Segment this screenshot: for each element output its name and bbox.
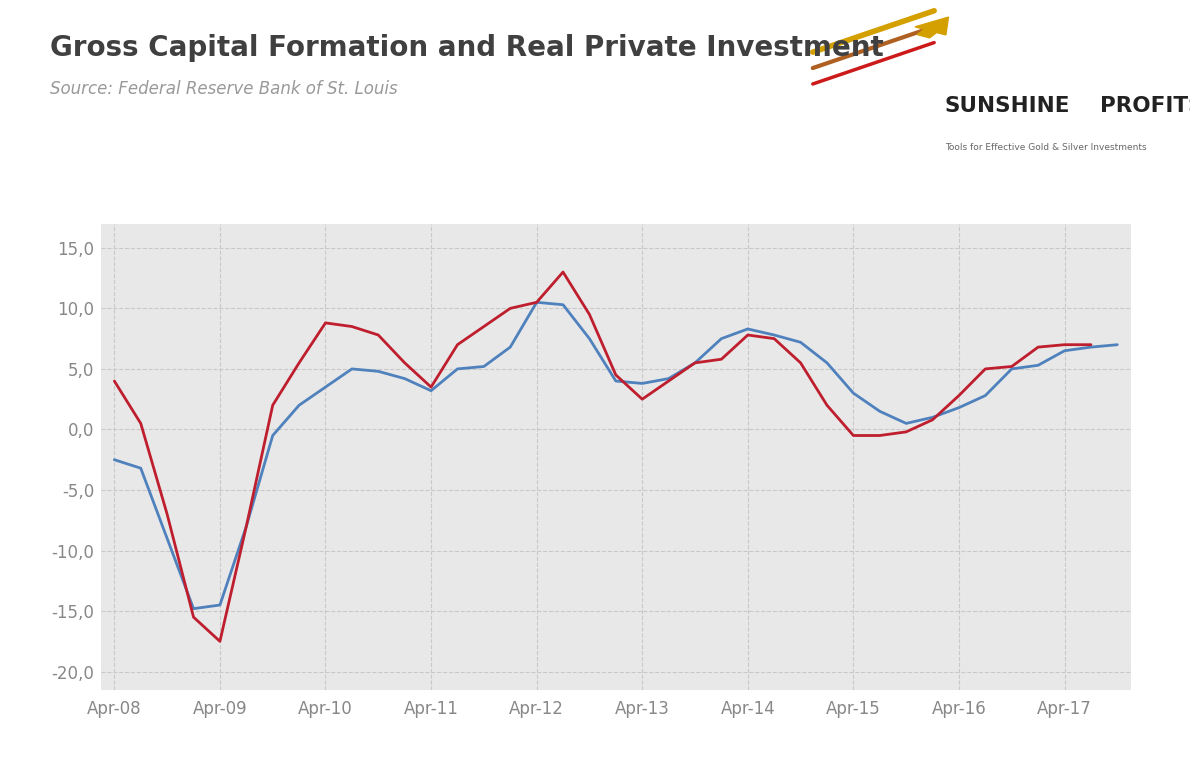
Text: Source: Federal Reserve Bank of St. Louis: Source: Federal Reserve Bank of St. Loui… [50, 80, 397, 98]
Text: PROFITS: PROFITS [1100, 96, 1190, 116]
Text: SUNSHINE: SUNSHINE [945, 96, 1070, 116]
FancyArrow shape [915, 17, 948, 38]
Text: Gross Capital Formation and Real Private Investment: Gross Capital Formation and Real Private… [50, 34, 884, 62]
Text: Tools for Effective Gold & Silver Investments: Tools for Effective Gold & Silver Invest… [945, 143, 1146, 152]
